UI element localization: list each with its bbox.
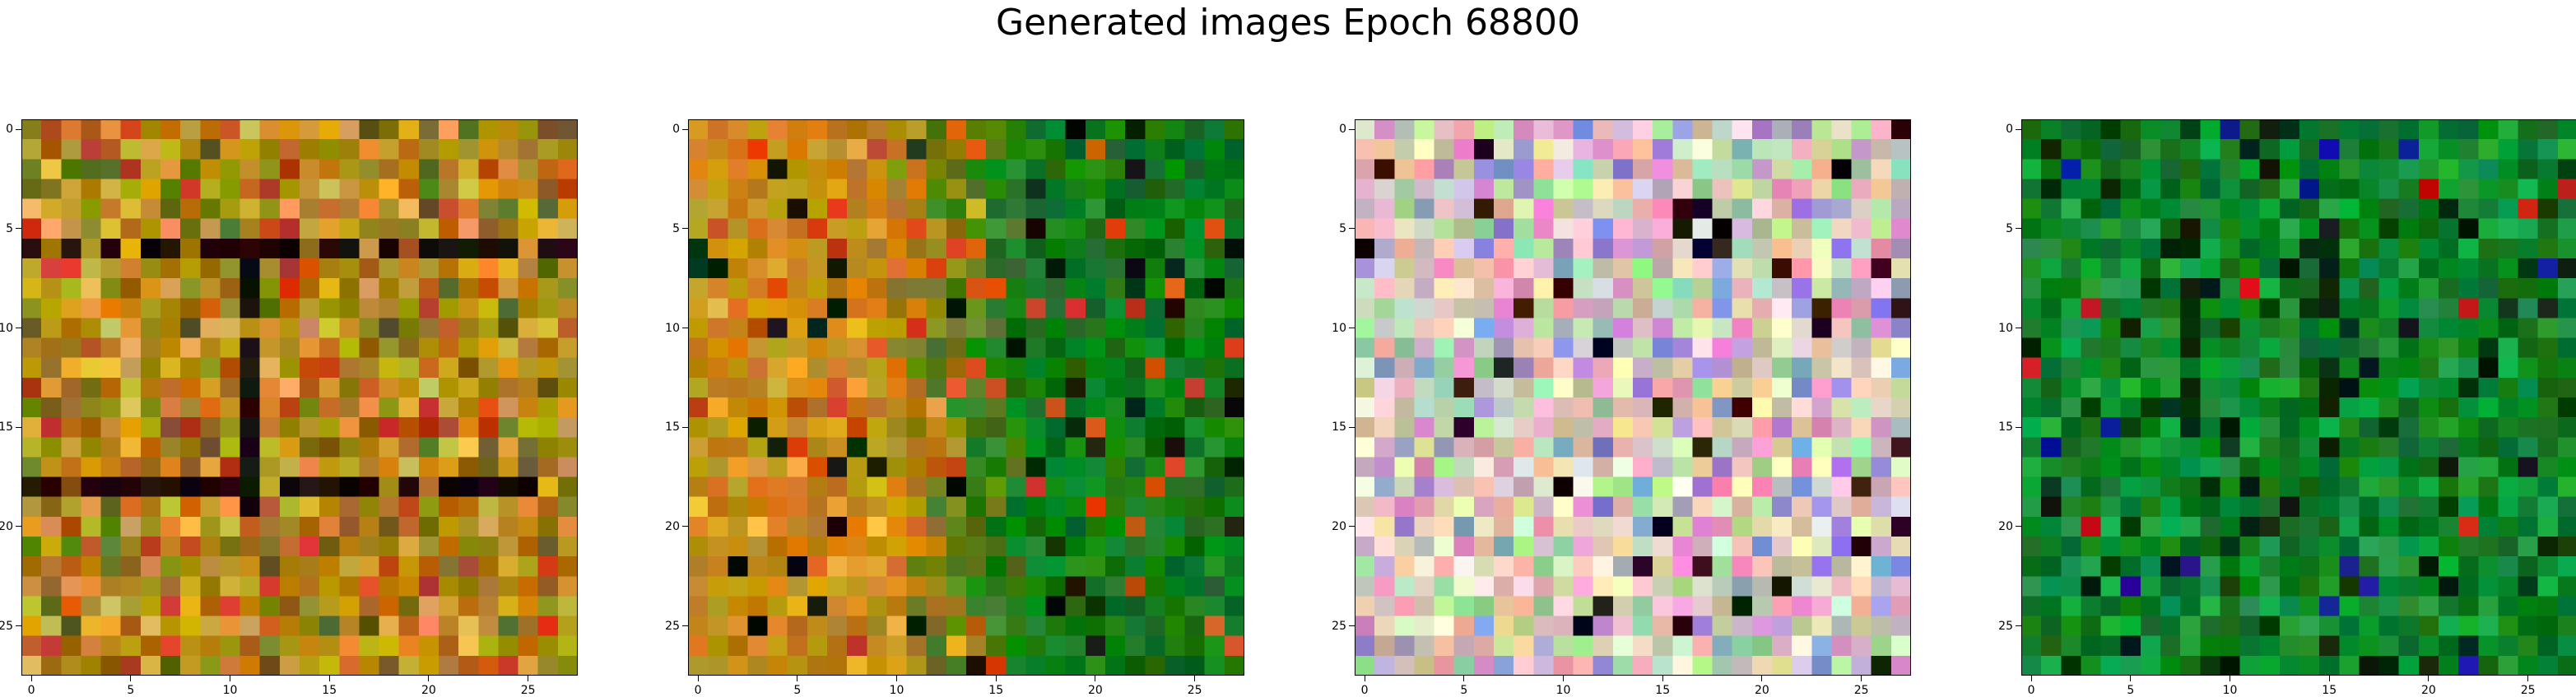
y-tick xyxy=(16,625,21,627)
x-tick xyxy=(1761,676,1763,681)
x-tick-label: 10 xyxy=(889,684,904,697)
x-tick-label: 5 xyxy=(127,684,135,697)
y-tick-label: 15 xyxy=(665,421,680,434)
x-tick xyxy=(1563,676,1564,681)
y-tick xyxy=(682,526,688,527)
y-tick-label: 15 xyxy=(1998,421,2013,434)
y-tick-label: 0 xyxy=(6,123,13,137)
x-tick-label: 0 xyxy=(1360,684,1369,697)
y-tick xyxy=(682,426,688,428)
x-tick-label: 25 xyxy=(1853,684,1869,697)
y-tick xyxy=(2016,228,2021,230)
x-tick xyxy=(1194,676,1196,681)
x-tick-label: 10 xyxy=(2222,684,2238,697)
x-tick xyxy=(2527,676,2529,681)
x-tick-label: 20 xyxy=(1088,684,1103,697)
x-tick xyxy=(1463,676,1465,681)
heatmap-image xyxy=(2021,119,2576,676)
x-tick-label: 25 xyxy=(1187,684,1202,697)
y-tick-label: 20 xyxy=(1998,519,2013,533)
x-tick xyxy=(428,676,430,681)
y-tick-label: 5 xyxy=(6,221,13,235)
x-tick xyxy=(130,676,132,681)
image-panel-1: 0 5 10 15 20 25 0 5 10 15 20 25 xyxy=(0,119,578,697)
x-tick-label: 25 xyxy=(520,684,536,697)
x-tick-label: 0 xyxy=(27,684,35,697)
y-tick xyxy=(682,128,688,130)
y-tick xyxy=(2016,625,2021,627)
x-tick-label: 10 xyxy=(1555,684,1571,697)
y-tick-label: 25 xyxy=(1332,619,1346,633)
heatmap-image xyxy=(1355,119,1911,676)
y-tick-label: 5 xyxy=(672,221,680,235)
y-tick xyxy=(1349,426,1355,428)
x-tick xyxy=(995,676,997,681)
y-tick xyxy=(16,228,21,230)
y-tick-label: 15 xyxy=(0,421,13,434)
y-tick-label: 10 xyxy=(0,321,13,335)
heatmap-image xyxy=(21,119,578,676)
y-tick xyxy=(2016,128,2021,130)
y-tick-label: 0 xyxy=(2006,123,2013,137)
x-tick-label: 0 xyxy=(2027,684,2035,697)
x-tick-label: 15 xyxy=(322,684,337,697)
x-tick-label: 15 xyxy=(2322,684,2337,697)
x-tick xyxy=(30,676,32,681)
y-tick-label: 5 xyxy=(1339,221,1346,235)
x-tick xyxy=(1662,676,1663,681)
y-tick-label: 15 xyxy=(1332,421,1346,434)
y-tick xyxy=(2016,526,2021,527)
y-tick-label: 25 xyxy=(1998,619,2013,633)
x-tick xyxy=(2030,676,2032,681)
y-tick xyxy=(1349,625,1355,627)
x-tick-label: 5 xyxy=(2127,684,2135,697)
y-tick xyxy=(16,426,21,428)
y-tick xyxy=(1349,128,1355,130)
y-tick-label: 20 xyxy=(665,519,680,533)
y-tick xyxy=(682,625,688,627)
x-tick-label: 10 xyxy=(222,684,238,697)
x-tick-label: 20 xyxy=(2421,684,2436,697)
x-tick-label: 15 xyxy=(988,684,1004,697)
x-tick xyxy=(328,676,330,681)
y-tick-label: 20 xyxy=(1332,519,1346,533)
y-tick-label: 10 xyxy=(1332,321,1346,335)
y-tick-label: 10 xyxy=(1998,321,2013,335)
x-tick xyxy=(2130,676,2132,681)
x-tick xyxy=(2328,676,2330,681)
y-tick-label: 25 xyxy=(0,619,13,633)
y-tick-label: 25 xyxy=(665,619,680,633)
heatmap-image xyxy=(688,119,1244,676)
y-tick xyxy=(16,128,21,130)
y-tick-label: 5 xyxy=(2006,221,2013,235)
y-tick xyxy=(1349,228,1355,230)
image-panel-3: 0 5 10 15 20 25 0 5 10 15 20 25 xyxy=(1332,119,1911,697)
y-tick xyxy=(682,228,688,230)
x-tick-label: 5 xyxy=(1460,684,1468,697)
y-tick xyxy=(16,526,21,527)
x-tick xyxy=(2428,676,2430,681)
y-tick-label: 0 xyxy=(672,123,680,137)
x-tick xyxy=(697,676,699,681)
image-panel-2: 0 5 10 15 20 25 0 5 10 15 20 25 xyxy=(665,119,1244,697)
y-tick-label: 0 xyxy=(1339,123,1346,137)
y-tick-label: 20 xyxy=(0,519,13,533)
y-tick-label: 10 xyxy=(665,321,680,335)
x-tick xyxy=(1861,676,1862,681)
y-tick xyxy=(2016,426,2021,428)
x-tick-label: 20 xyxy=(1755,684,1769,697)
x-tick-label: 5 xyxy=(793,684,802,697)
x-tick-label: 20 xyxy=(421,684,436,697)
x-tick-label: 15 xyxy=(1655,684,1671,697)
x-tick-label: 25 xyxy=(2520,684,2536,697)
x-tick-label: 0 xyxy=(694,684,702,697)
x-tick xyxy=(896,676,897,681)
figure-title: Generated images Epoch 68800 xyxy=(995,2,1581,44)
y-tick xyxy=(1349,526,1355,527)
image-panel-4: 0 5 10 15 20 25 0 5 10 15 20 25 xyxy=(1998,119,2576,697)
